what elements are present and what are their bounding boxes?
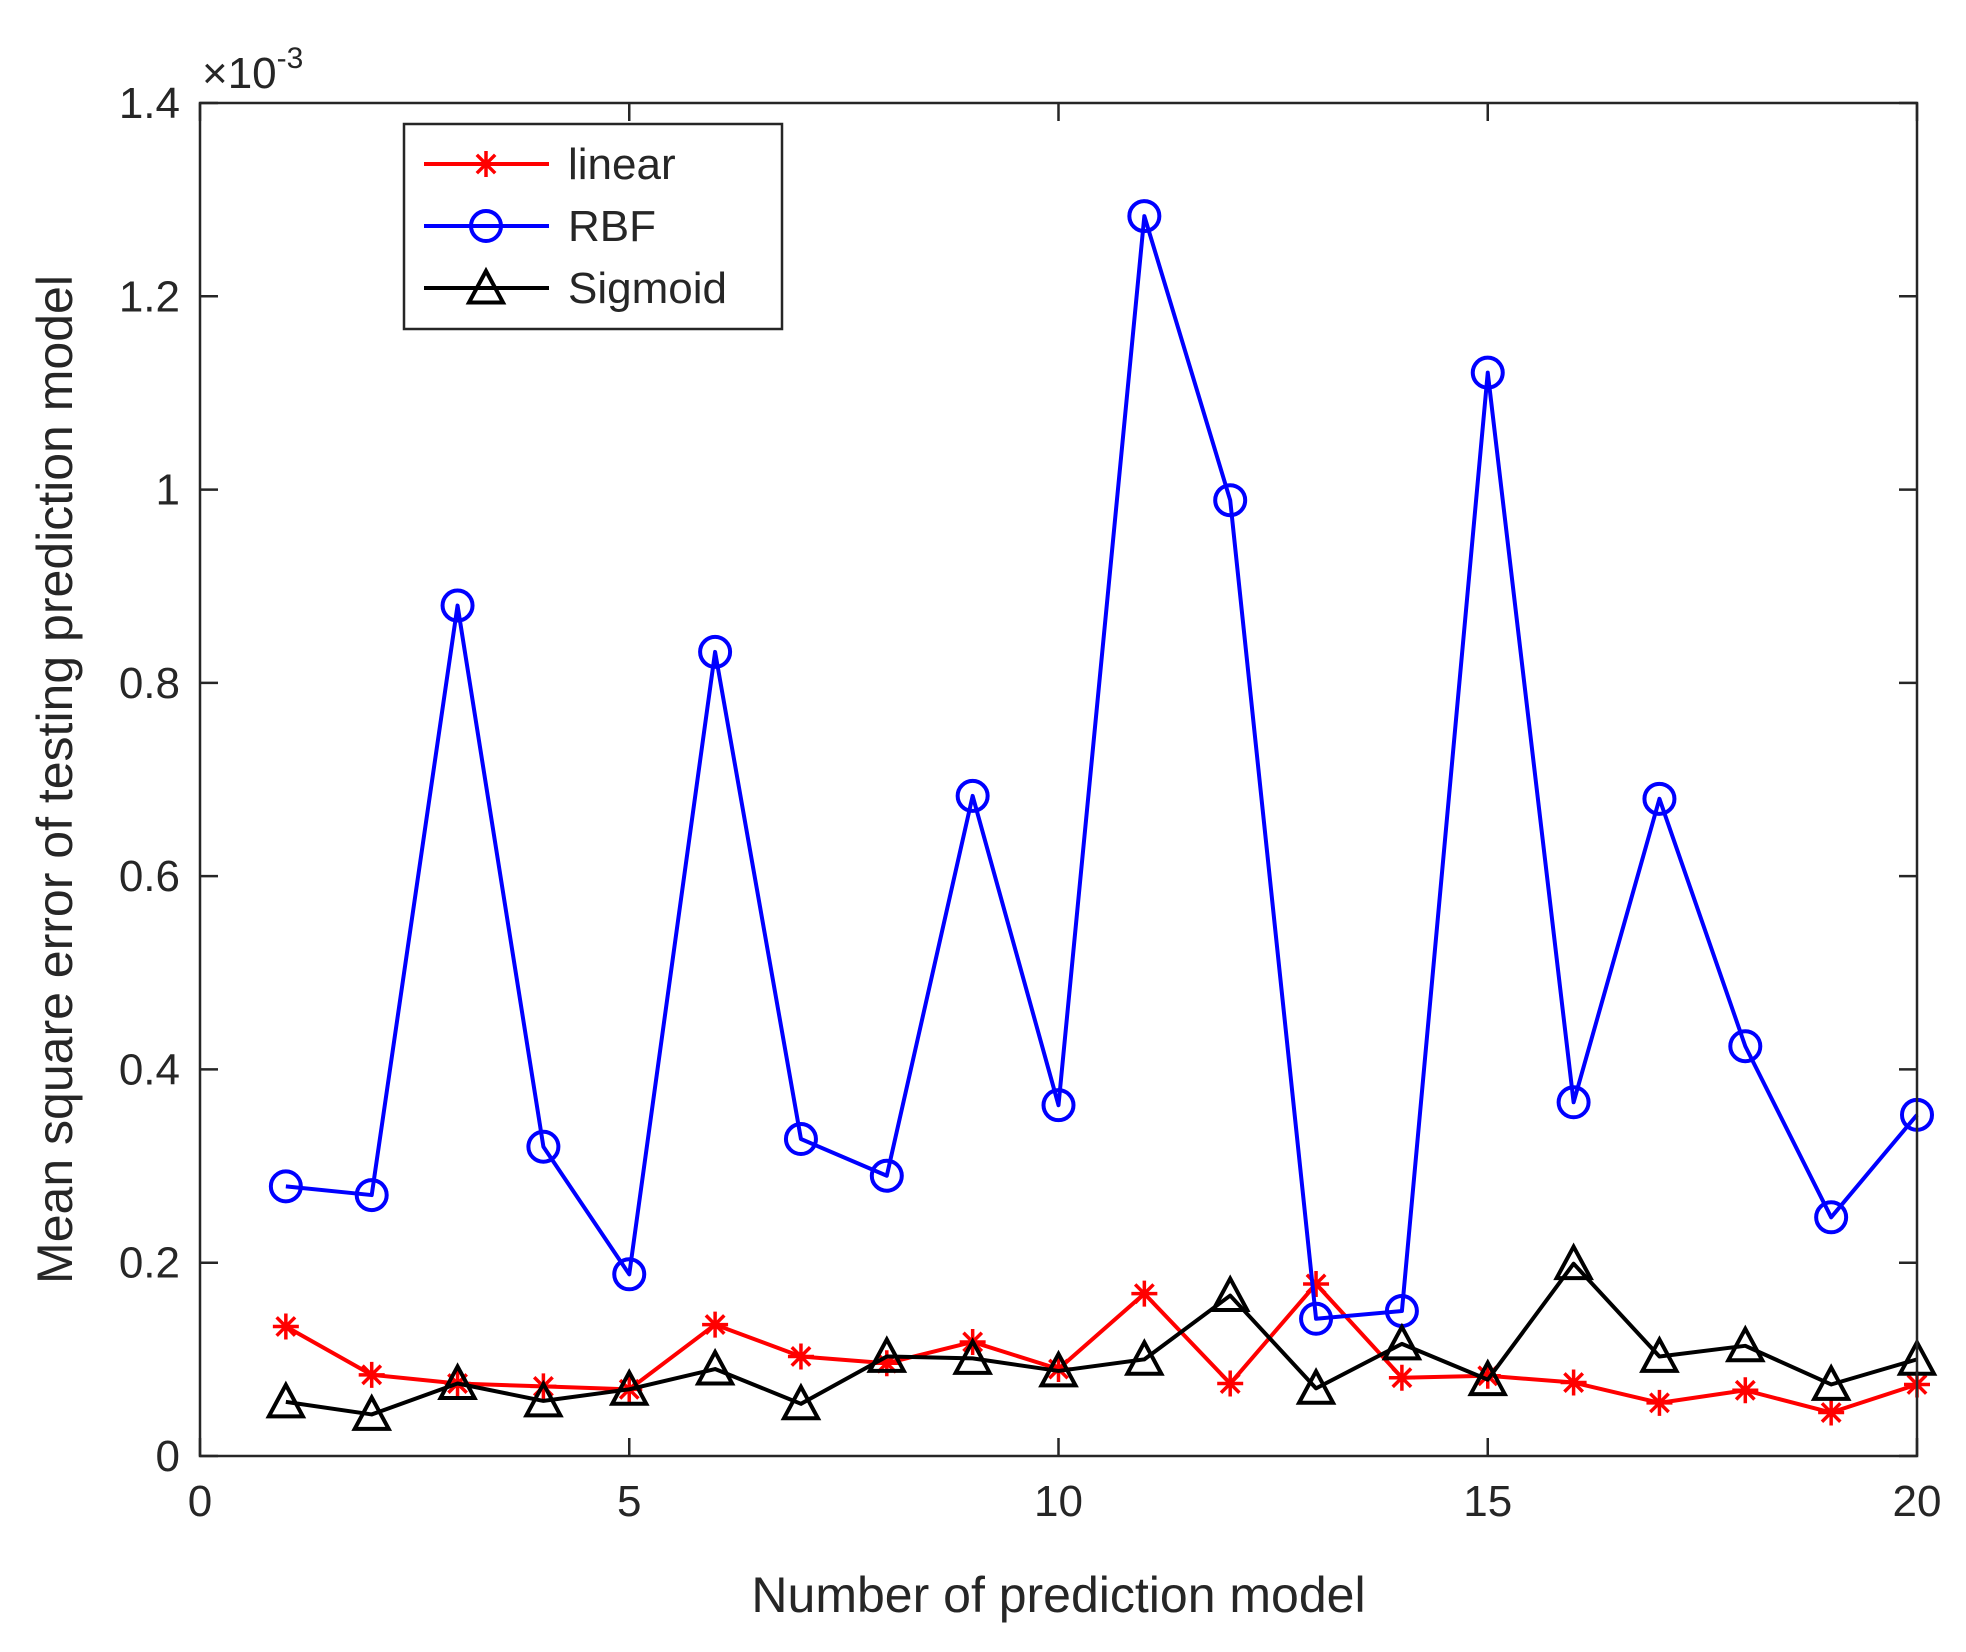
- data-point: [1467, 1358, 1509, 1397]
- data-point: [1814, 1200, 1849, 1235]
- x-tick-label: 10: [1034, 1477, 1083, 1526]
- data-point: [787, 1343, 814, 1370]
- data-point: [866, 1335, 908, 1373]
- data-point: [351, 1393, 393, 1431]
- y-axis-label: Mean square error of testing prediction …: [27, 275, 83, 1284]
- legend-marker: [469, 209, 503, 243]
- data-point: [780, 1382, 822, 1421]
- data-point: [1732, 1377, 1759, 1404]
- data-point: [1217, 1370, 1244, 1397]
- legend-entry-sigmoid: Sigmoid: [424, 264, 727, 313]
- legend-label: RBF: [568, 202, 656, 251]
- legend-label: linear: [568, 140, 676, 189]
- data-point: [608, 1368, 650, 1406]
- legend-entry-rbf: RBF: [424, 202, 656, 251]
- x-tick-label: 0: [188, 1477, 212, 1526]
- data-point: [1209, 1274, 1251, 1313]
- data-point: [1388, 1364, 1415, 1391]
- data-point: [1556, 1085, 1591, 1120]
- data-point: [1131, 1280, 1158, 1307]
- data-point: [1560, 1369, 1587, 1396]
- data-point: [1639, 1335, 1680, 1373]
- legend-marker: [473, 151, 499, 177]
- y-axis-exponent: ×10-3: [202, 42, 303, 98]
- data-point: [272, 1313, 299, 1340]
- legend-entry-linear: linear: [424, 140, 676, 189]
- x-tick-label: 15: [1463, 1477, 1512, 1526]
- data-point: [698, 634, 733, 669]
- data-point: [869, 1158, 904, 1193]
- y-tick-label: 1: [156, 466, 180, 515]
- y-tick-label: 0.6: [119, 852, 180, 901]
- y-tick-label: 0.4: [119, 1045, 180, 1094]
- data-point: [952, 1337, 994, 1375]
- x-axis-label: Number of prediction model: [751, 1567, 1365, 1623]
- data-point: [1299, 1301, 1334, 1336]
- data-point: [1810, 1363, 1852, 1401]
- series-line: [285, 1261, 1918, 1417]
- data-point: [1474, 1362, 1501, 1389]
- data-point: [1127, 199, 1162, 234]
- y-tick-label: 1.4: [119, 79, 180, 128]
- data-point: [1728, 1029, 1763, 1064]
- series-line: [285, 214, 1919, 1321]
- data-point: [1295, 1367, 1337, 1405]
- data-point: [526, 1129, 561, 1164]
- x-tick-label: 20: [1893, 1477, 1942, 1526]
- data-point: [268, 1169, 303, 1204]
- y-tick-label: 1.2: [119, 272, 180, 321]
- data-point: [702, 1311, 729, 1338]
- y-tick-label: 0.8: [119, 659, 180, 708]
- y-tick-label: 0: [156, 1432, 180, 1481]
- data-point: [955, 778, 990, 813]
- legend-label: Sigmoid: [568, 264, 727, 313]
- data-point: [1818, 1399, 1845, 1426]
- x-tick-label: 5: [617, 1477, 641, 1526]
- data-point: [1724, 1324, 1766, 1363]
- data-point: [1303, 1270, 1330, 1297]
- series-sigmoid: [265, 1242, 1938, 1431]
- data-point: [437, 1362, 478, 1400]
- data-point: [1038, 1349, 1079, 1388]
- data-point: [873, 1350, 900, 1377]
- data-point: [694, 1347, 736, 1386]
- y-tick-label: 0.2: [119, 1239, 180, 1288]
- data-point: [358, 1361, 385, 1388]
- series-rbf: [268, 199, 1934, 1336]
- data-point: [1642, 781, 1677, 816]
- ticks-layer: 0 5 10 15 20 0 0.2 0.4 0.6 0.8 1 1.2 1.4: [119, 79, 1942, 1526]
- data-point: [612, 1257, 647, 1292]
- data-point: [1123, 1338, 1165, 1376]
- data-point: [265, 1380, 307, 1419]
- data-point: [1381, 1322, 1423, 1361]
- data-point: [354, 1178, 389, 1213]
- data-point: [440, 588, 475, 623]
- series-layer: [265, 199, 1938, 1431]
- y-exponent-power: -3: [277, 42, 304, 75]
- data-point: [523, 1379, 564, 1418]
- y-exponent-base: ×10: [202, 49, 277, 98]
- data-point: [1470, 355, 1505, 390]
- data-point: [1553, 1242, 1594, 1281]
- legend-marker: [465, 266, 507, 305]
- data-point: [1646, 1389, 1673, 1416]
- series-line: [284, 1281, 1918, 1415]
- data-point: [1041, 1088, 1076, 1123]
- data-point: [1213, 483, 1248, 518]
- data-point: [783, 1122, 818, 1157]
- legend: linear RBF Sigmoid: [402, 122, 784, 331]
